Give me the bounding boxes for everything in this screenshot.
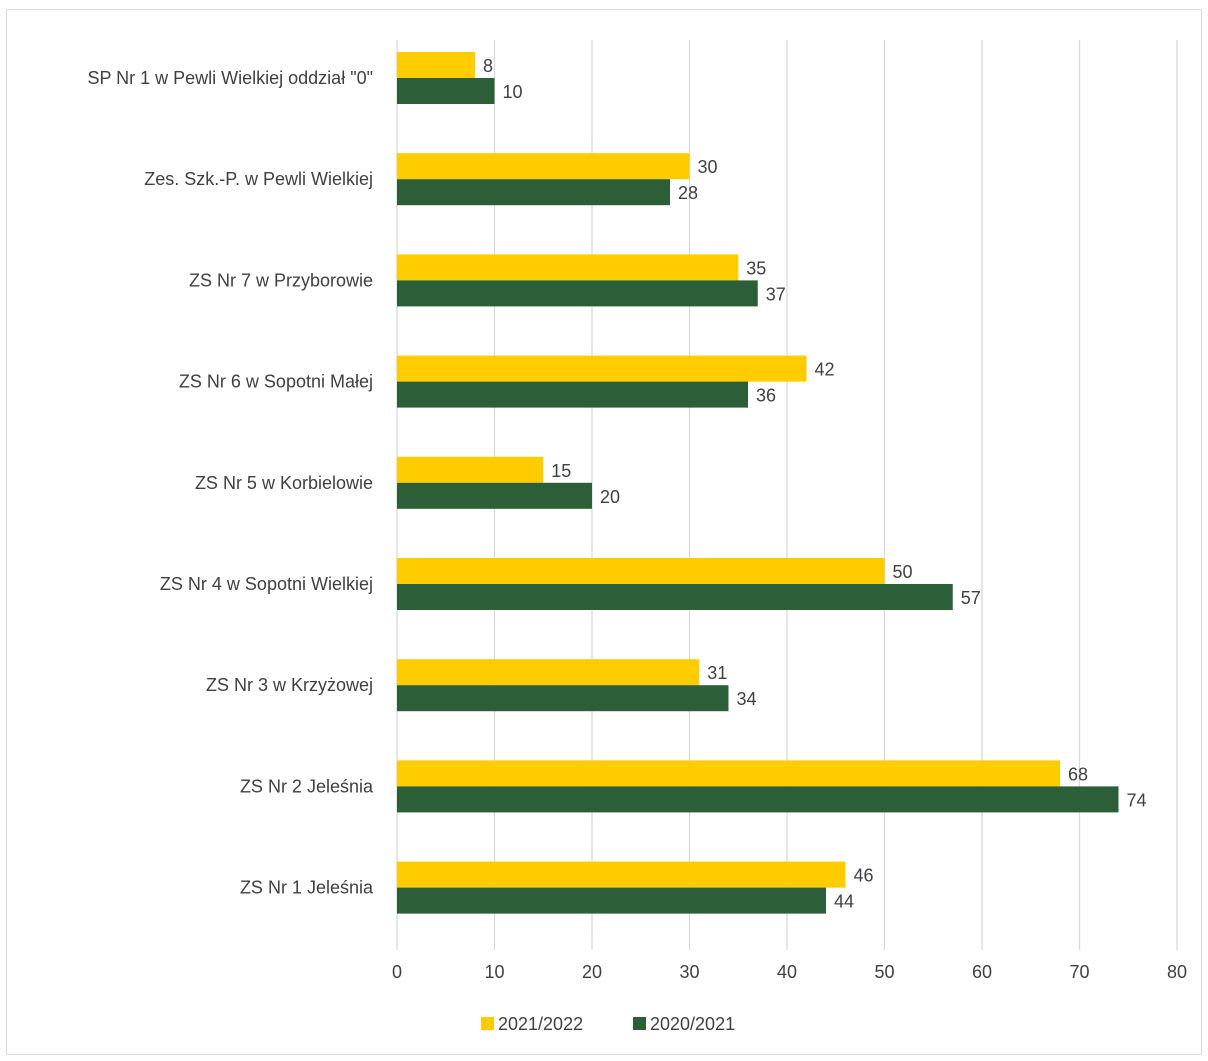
data-label: 35 bbox=[746, 258, 766, 278]
bar-series-1 bbox=[397, 760, 1060, 787]
legend-label: 2021/2022 bbox=[498, 1014, 583, 1034]
data-label: 44 bbox=[834, 892, 854, 912]
category-label: ZS Nr 4 w Sopotni Wielkiej bbox=[160, 574, 373, 594]
bar-series-2 bbox=[397, 887, 826, 914]
x-tick-label: 0 bbox=[392, 962, 402, 982]
category-label: ZS Nr 3 w Krzyżowej bbox=[206, 675, 373, 695]
data-label: 46 bbox=[854, 866, 874, 886]
data-label: 28 bbox=[678, 183, 698, 203]
bar-series-2 bbox=[397, 78, 495, 104]
x-tick-label: 10 bbox=[484, 962, 504, 982]
legend-label: 2020/2021 bbox=[650, 1014, 735, 1034]
data-label: 10 bbox=[503, 82, 523, 102]
x-tick-label: 60 bbox=[972, 962, 992, 982]
x-tick-label: 70 bbox=[1069, 962, 1089, 982]
bar-series-2 bbox=[397, 482, 592, 509]
data-label: 74 bbox=[1127, 790, 1147, 810]
data-label: 30 bbox=[698, 157, 718, 177]
bar-series-1 bbox=[397, 558, 885, 584]
category-label: ZS Nr 6 w Sopotni Małej bbox=[179, 372, 373, 392]
bar-series-2 bbox=[397, 786, 1119, 813]
bar-series-2 bbox=[397, 179, 670, 206]
bar-series-2 bbox=[397, 280, 758, 307]
bar-series-2 bbox=[397, 381, 748, 408]
data-label: 50 bbox=[893, 562, 913, 582]
bar-series-1 bbox=[397, 153, 690, 180]
x-tick-label: 40 bbox=[777, 962, 797, 982]
x-tick-label: 80 bbox=[1167, 962, 1187, 982]
data-label: 57 bbox=[961, 588, 981, 608]
category-label: ZS Nr 5 w Korbielowie bbox=[195, 473, 373, 493]
data-label: 36 bbox=[756, 386, 776, 406]
bar-series-1 bbox=[397, 659, 700, 686]
data-label: 31 bbox=[707, 663, 727, 683]
bar-series-1 bbox=[397, 861, 846, 888]
bar-series-1 bbox=[397, 355, 807, 382]
data-label: 15 bbox=[551, 461, 571, 481]
data-label: 37 bbox=[766, 284, 786, 304]
category-label: ZS Nr 1 Jeleśnia bbox=[240, 878, 374, 898]
category-label: SP Nr 1 w Pewli Wielkiej oddział "0" bbox=[87, 68, 373, 88]
data-label: 68 bbox=[1068, 764, 1088, 784]
bar-series-1 bbox=[397, 52, 475, 78]
x-tick-label: 50 bbox=[874, 962, 894, 982]
x-tick-label: 30 bbox=[679, 962, 699, 982]
bar-series-1 bbox=[397, 254, 739, 281]
bar-series-2 bbox=[397, 584, 953, 610]
category-label: ZS Nr 2 Jeleśnia bbox=[240, 776, 374, 796]
bar-series-2 bbox=[397, 685, 729, 712]
category-label: ZS Nr 7 w Przyborowie bbox=[189, 270, 373, 290]
legend-swatch bbox=[481, 1017, 494, 1030]
x-tick-label: 20 bbox=[582, 962, 602, 982]
bars-layer bbox=[397, 52, 1119, 914]
legend: 2021/2022 2020/2021 bbox=[481, 1014, 735, 1034]
legend-swatch bbox=[633, 1017, 646, 1030]
category-label: Zes. Szk.-P. w Pewli Wielkiej bbox=[144, 169, 373, 189]
data-label: 20 bbox=[600, 487, 620, 507]
data-label: 8 bbox=[483, 56, 493, 76]
bar-series-1 bbox=[397, 456, 544, 483]
data-label: 34 bbox=[737, 689, 757, 709]
labels-layer: 0 10 20 30 40 50 60 70 80 SP Nr 1 w Pewli Wielkie… bbox=[87, 56, 1187, 982]
data-label: 42 bbox=[815, 360, 835, 380]
